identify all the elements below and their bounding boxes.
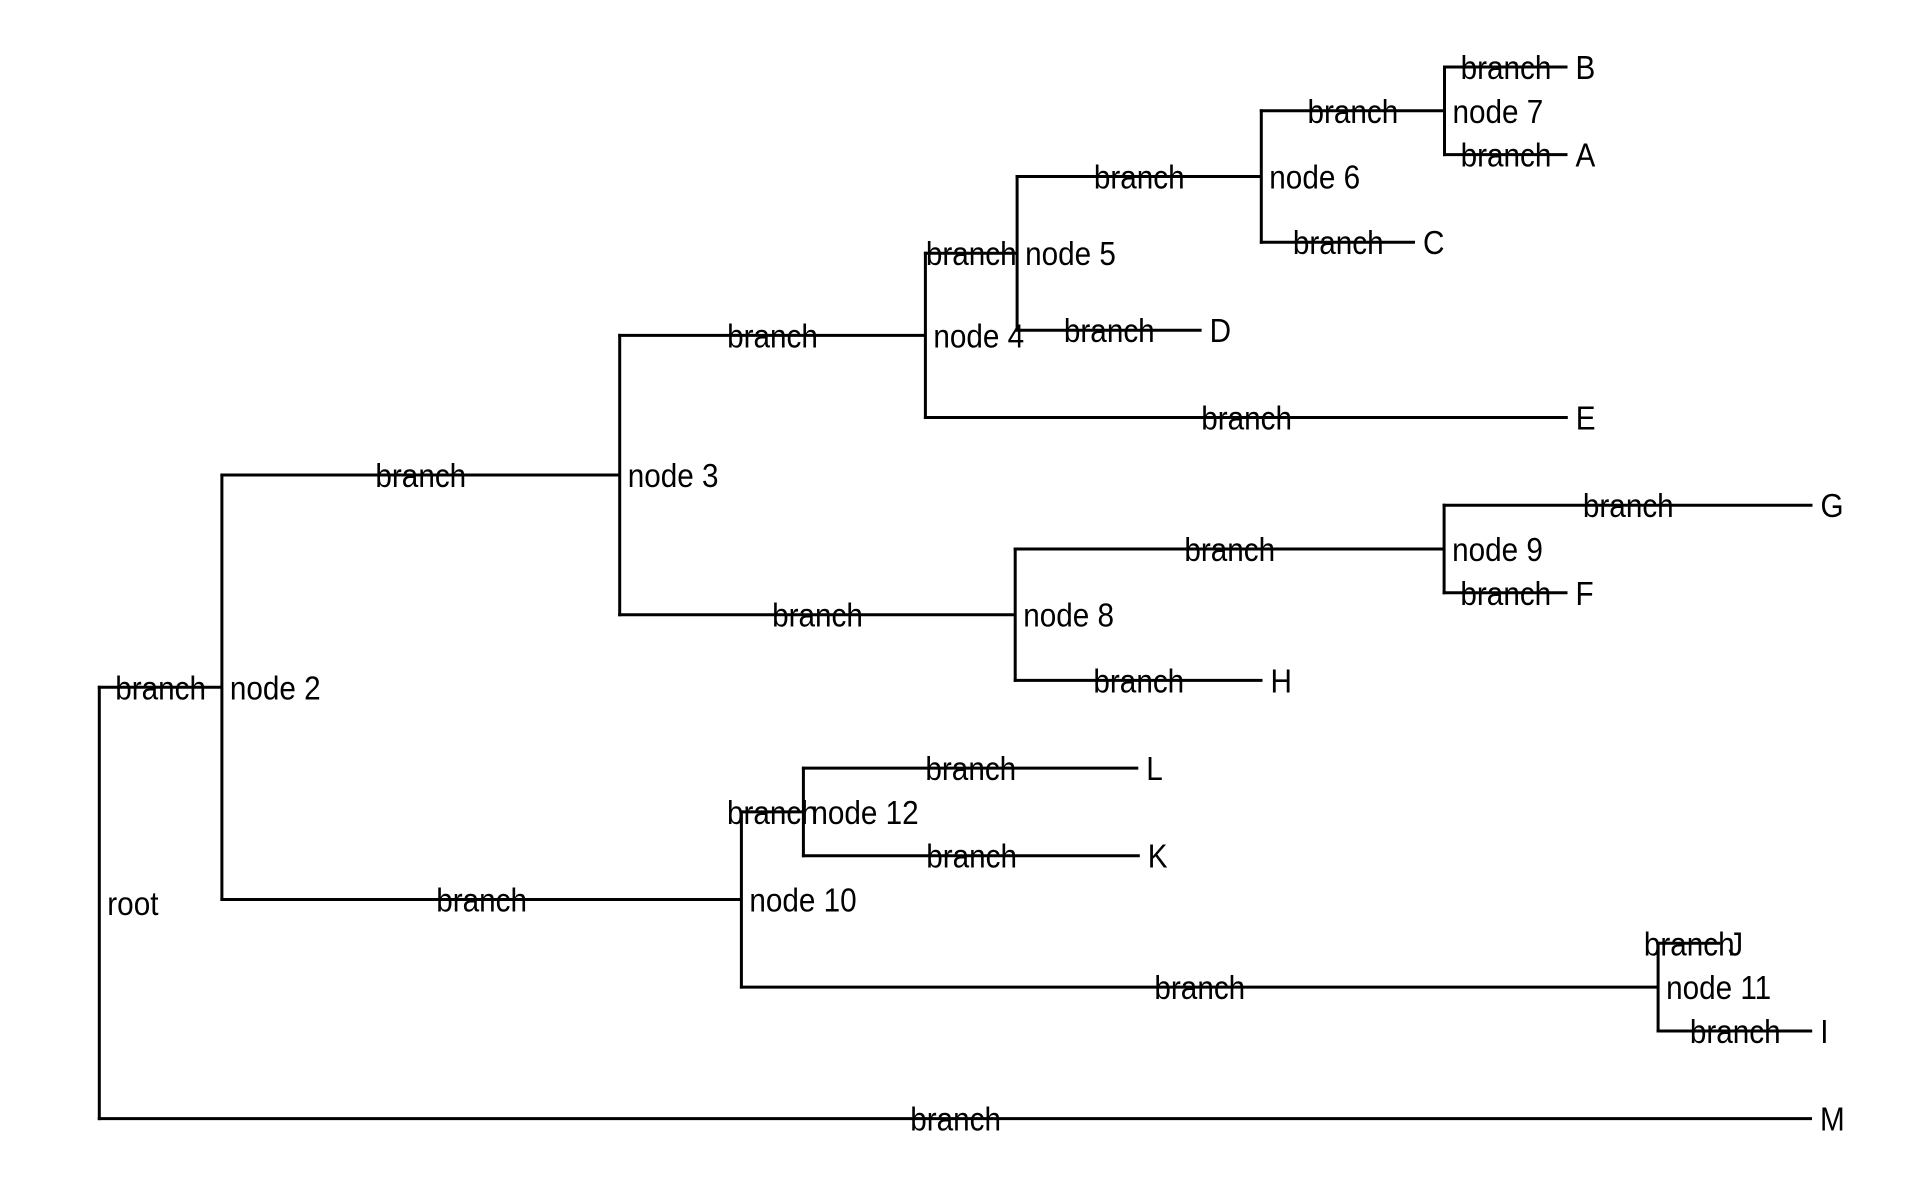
svg-text:branch: branch bbox=[1184, 532, 1275, 569]
svg-text:branch: branch bbox=[1093, 663, 1184, 700]
svg-text:B: B bbox=[1576, 50, 1596, 87]
svg-text:branch: branch bbox=[926, 236, 1017, 273]
svg-text:node 6: node 6 bbox=[1269, 159, 1360, 196]
svg-text:branch: branch bbox=[772, 597, 863, 634]
svg-text:branch: branch bbox=[1460, 575, 1551, 612]
svg-text:branch: branch bbox=[1201, 400, 1292, 437]
svg-text:branch: branch bbox=[1154, 970, 1245, 1007]
svg-text:root: root bbox=[107, 886, 158, 923]
svg-text:branch: branch bbox=[1644, 926, 1735, 963]
svg-text:branch: branch bbox=[436, 882, 527, 919]
svg-text:J: J bbox=[1728, 926, 1743, 963]
svg-text:D: D bbox=[1210, 313, 1231, 350]
svg-text:branch: branch bbox=[1461, 50, 1552, 87]
svg-text:F: F bbox=[1576, 575, 1594, 612]
svg-text:node 4: node 4 bbox=[933, 318, 1024, 355]
svg-text:branch: branch bbox=[910, 1101, 1001, 1138]
svg-text:branch: branch bbox=[1094, 159, 1185, 196]
svg-text:M: M bbox=[1820, 1101, 1845, 1138]
svg-text:node 3: node 3 bbox=[628, 458, 719, 495]
svg-text:node 9: node 9 bbox=[1452, 532, 1543, 569]
svg-text:node 12: node 12 bbox=[811, 794, 918, 831]
svg-text:node 7: node 7 bbox=[1453, 93, 1544, 130]
svg-text:branch: branch bbox=[1308, 93, 1399, 130]
svg-text:C: C bbox=[1423, 225, 1444, 262]
svg-text:branch: branch bbox=[1583, 488, 1674, 525]
svg-text:I: I bbox=[1820, 1014, 1828, 1051]
svg-text:branch: branch bbox=[1461, 137, 1552, 174]
svg-text:branch: branch bbox=[727, 318, 818, 355]
svg-text:branch: branch bbox=[1690, 1014, 1781, 1051]
svg-text:branch: branch bbox=[926, 838, 1017, 875]
svg-text:branch: branch bbox=[925, 751, 1016, 788]
svg-text:branch: branch bbox=[1064, 313, 1155, 350]
svg-text:branch: branch bbox=[727, 794, 818, 831]
svg-text:node 5: node 5 bbox=[1025, 236, 1116, 273]
svg-text:K: K bbox=[1148, 838, 1168, 875]
svg-text:A: A bbox=[1576, 137, 1596, 174]
svg-text:H: H bbox=[1271, 663, 1292, 700]
svg-text:node 10: node 10 bbox=[749, 882, 856, 919]
svg-text:branch: branch bbox=[115, 670, 206, 707]
svg-text:L: L bbox=[1146, 751, 1163, 788]
svg-text:node 8: node 8 bbox=[1023, 597, 1114, 634]
svg-text:node 11: node 11 bbox=[1666, 970, 1771, 1007]
svg-text:branch: branch bbox=[375, 458, 466, 495]
svg-text:G: G bbox=[1821, 488, 1844, 525]
svg-text:node 2: node 2 bbox=[230, 670, 321, 707]
svg-text:branch: branch bbox=[1293, 225, 1384, 262]
svg-text:E: E bbox=[1576, 400, 1596, 437]
